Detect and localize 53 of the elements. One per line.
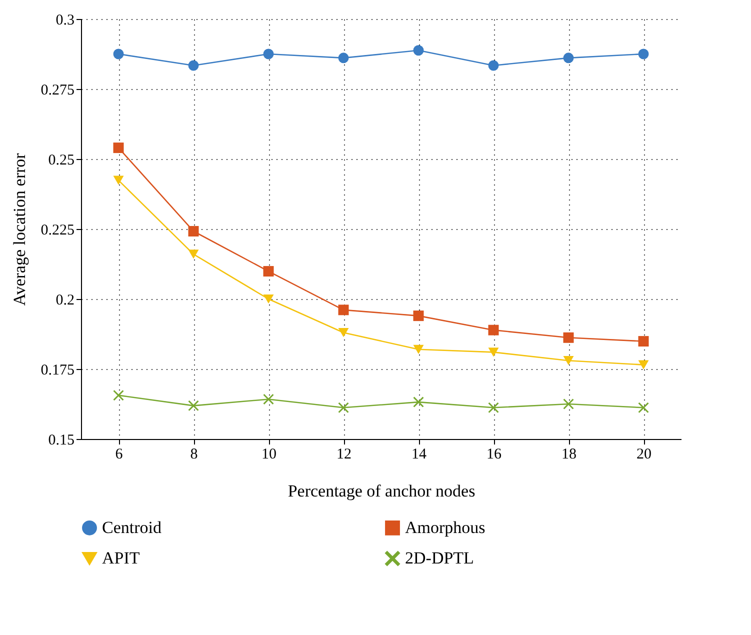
legend-label: Amorphous bbox=[405, 518, 486, 537]
point bbox=[113, 48, 124, 60]
x-axis-title: Percentage of anchor nodes bbox=[288, 482, 476, 500]
x-tick-label: 6 bbox=[115, 446, 124, 462]
point bbox=[488, 348, 499, 357]
y-tick-label: 0.25 bbox=[48, 152, 74, 168]
point bbox=[413, 310, 424, 322]
point bbox=[188, 250, 199, 259]
point bbox=[413, 45, 424, 56]
y-tick-label: 0.2 bbox=[56, 292, 74, 308]
point bbox=[488, 324, 499, 336]
point bbox=[563, 332, 574, 343]
x-tick-label: 10 bbox=[262, 446, 276, 462]
point bbox=[338, 304, 349, 316]
point bbox=[413, 344, 424, 354]
point bbox=[338, 52, 349, 64]
y-tick-label: 0.175 bbox=[40, 362, 74, 378]
y-axis-title: Average location error bbox=[10, 152, 29, 306]
legend-label: Centroid bbox=[102, 518, 162, 537]
y-tick-label: 0.275 bbox=[40, 82, 74, 98]
point bbox=[113, 390, 124, 401]
legend-label: 2D-DPTL bbox=[405, 548, 474, 568]
point bbox=[113, 142, 124, 154]
point bbox=[188, 60, 199, 71]
point bbox=[113, 176, 124, 185]
point bbox=[263, 266, 274, 277]
point bbox=[188, 226, 199, 236]
legend-label: APIT bbox=[102, 548, 140, 568]
y-tick-label: 0.3 bbox=[56, 12, 74, 28]
x-tick-label: 18 bbox=[562, 446, 576, 462]
point bbox=[563, 356, 574, 366]
point bbox=[263, 48, 274, 60]
point bbox=[488, 402, 499, 413]
point bbox=[263, 394, 274, 404]
y-tick-label: 0.225 bbox=[40, 222, 74, 238]
point bbox=[563, 398, 574, 410]
point bbox=[488, 60, 499, 71]
point bbox=[638, 48, 649, 60]
x-tick-label: 8 bbox=[190, 446, 198, 462]
x-tick-label: 14 bbox=[412, 446, 427, 462]
point bbox=[263, 294, 274, 304]
x-tick-label: 16 bbox=[486, 446, 502, 462]
point bbox=[188, 400, 199, 411]
point bbox=[638, 360, 649, 370]
point bbox=[338, 402, 349, 413]
x-tick-label: 12 bbox=[336, 446, 352, 462]
point bbox=[638, 336, 649, 347]
point bbox=[563, 52, 574, 64]
point bbox=[413, 396, 424, 408]
x-tick-label: 20 bbox=[636, 446, 652, 462]
point bbox=[638, 402, 649, 413]
point bbox=[338, 328, 349, 338]
y-tick-label: 0.15 bbox=[48, 432, 74, 448]
